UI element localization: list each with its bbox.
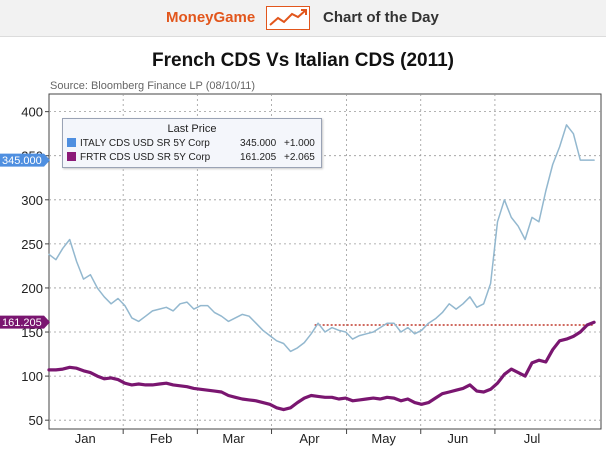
legend-label-france: FRTR CDS USD SR 5Y Corp [80,152,211,163]
legend-last-price-france: 161.205 [240,152,277,163]
y-tick-label: 150 [21,325,43,340]
legend-swatch-france [67,152,76,161]
brand-logo: MoneyGame [166,9,256,26]
legend-entry-france: FRTR CDS USD SR 5Y Corp 161.205 +2.065 [67,152,324,166]
x-tick-label: Feb [150,431,172,446]
y-tick-label: 50 [29,413,43,428]
x-tick-label: Apr [299,431,320,446]
series-line-france [47,320,596,412]
legend-swatch-italy [67,138,76,147]
legend-change-france: +2.065 [284,152,315,163]
legend-entry-italy: ITALY CDS USD SR 5Y Corp 345.000 +1.000 [67,138,324,152]
chart-legend: Last Price ITALY CDS USD SR 5Y Corp 345.0… [62,118,322,168]
legend-label-italy: ITALY CDS USD SR 5Y Corp [80,138,210,149]
price-tag-italy [0,153,50,167]
y-tick-label: 250 [21,237,43,252]
x-tick-label: Jul [524,431,541,446]
y-tick-label: 400 [21,105,43,120]
header-bar: MoneyGame Chart of the Day [0,0,606,37]
rising-chart-icon [266,6,310,30]
y-tick-label: 300 [21,193,43,208]
x-tick-label: May [371,431,396,446]
legend-title: Last Price [167,123,217,135]
price-tag-france [0,315,50,329]
price-tag-label-france: 161.205 [2,317,42,329]
series-line-italy [48,124,595,353]
y-tick-label: 100 [21,369,43,384]
x-tick-label: Mar [222,431,245,446]
chart-of-the-day-label: Chart of the Day [323,9,439,26]
legend-last-price-italy: 345.000 [240,138,277,149]
x-tick-label: Jan [75,431,96,446]
legend-change-italy: +1.000 [284,138,315,149]
price-tag-label-italy: 345.000 [2,155,42,167]
chart-title: French CDS Vs Italian CDS (2011) [152,50,454,71]
y-tick-label: 200 [21,281,43,296]
chart-source: Source: Bloomberg Finance LP (08/10/11) [50,80,256,92]
x-tick-label: Jun [447,431,468,446]
